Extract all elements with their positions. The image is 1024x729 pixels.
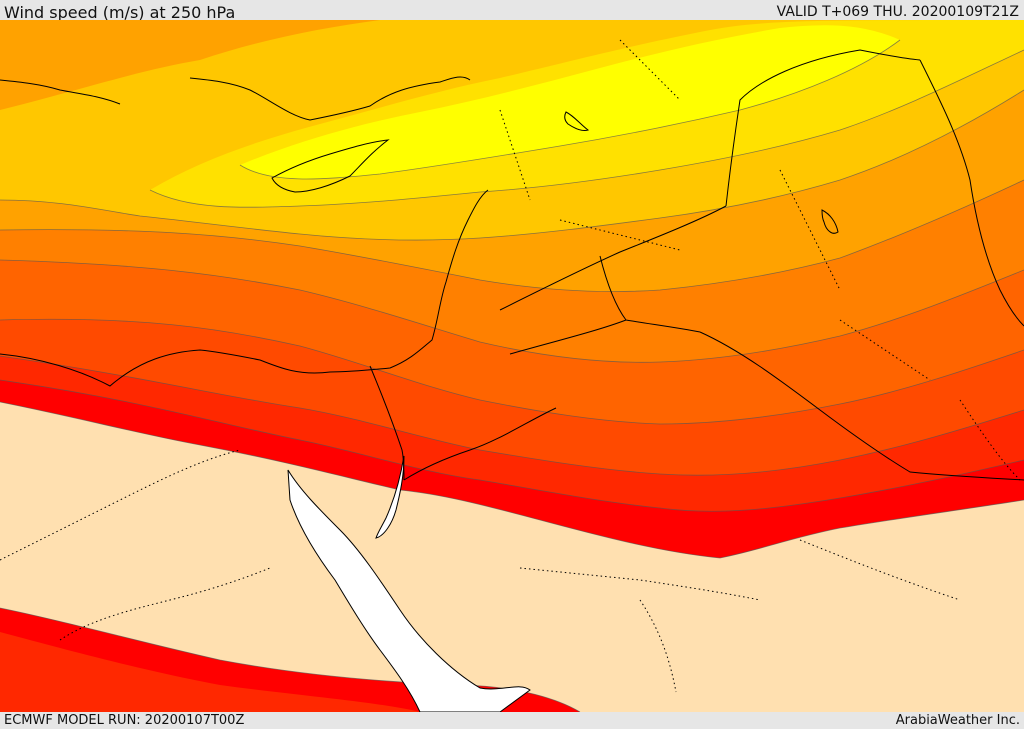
red-sea [287,469,531,712]
credit: ArabiaWeather Inc. [895,713,1020,728]
map-title: Wind speed (m/s) at 250 hPa [4,3,236,22]
isotach-contours [0,39,1024,712]
province-lines [0,39,1021,693]
wind-band-core-yellow [240,25,900,179]
wind-speed-map [0,20,1024,712]
south-jet-band-inner [0,632,420,712]
cyprus [271,139,390,193]
gulf-of-aqaba [375,455,405,539]
valid-time: VALID T+069 THU. 20200109T21Z [776,4,1019,20]
footer-bar: ECMWF MODEL RUN: 20200107T00Z ArabiaWeat… [0,712,1024,729]
lake-tuz [564,111,590,131]
coastlines [0,76,489,387]
country-borders [369,49,1024,481]
title-bar: Wind speed (m/s) at 250 hPa VALID T+069 … [0,0,1024,22]
model-run: ECMWF MODEL RUN: 20200107T00Z [4,713,245,728]
lake-iraq [821,209,839,234]
